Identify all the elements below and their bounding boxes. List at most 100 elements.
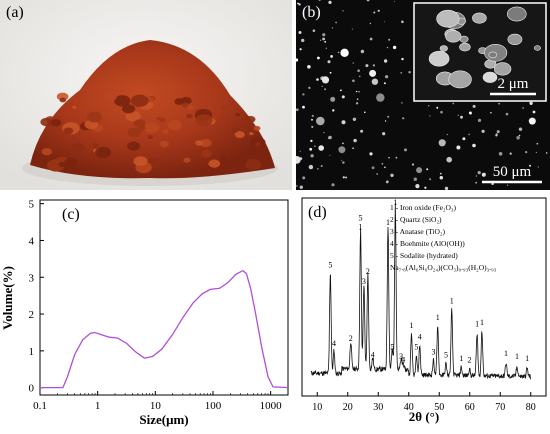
peak-label: 3 bbox=[362, 277, 366, 286]
sem-particle bbox=[314, 145, 316, 147]
sem-particle bbox=[438, 139, 446, 147]
sem-particle bbox=[456, 145, 461, 150]
xrd-line bbox=[310, 203, 532, 381]
sem-particle bbox=[353, 138, 357, 143]
sem-particle bbox=[298, 31, 302, 34]
sem-particle bbox=[468, 133, 470, 136]
panel-a-label: (a) bbox=[6, 4, 24, 21]
sem-particle bbox=[317, 168, 319, 170]
sem-particle bbox=[385, 180, 389, 184]
sem-particle bbox=[316, 116, 325, 126]
powder-chunk bbox=[174, 98, 184, 105]
x-tick-label: 70 bbox=[495, 402, 505, 413]
inset-scale-label: 2 μm bbox=[498, 76, 529, 92]
sem-particle bbox=[506, 184, 509, 186]
y-axis-label: Volume(%) bbox=[0, 266, 15, 330]
sem-inset-particle bbox=[428, 50, 450, 67]
peak-label: 5 bbox=[328, 260, 332, 269]
sem-particle bbox=[384, 166, 386, 169]
sem-particle bbox=[329, 71, 332, 74]
peak-label: 1 bbox=[525, 354, 529, 363]
x-tick-label: 100 bbox=[205, 400, 222, 412]
sem-particle bbox=[546, 152, 548, 154]
sem-particle bbox=[342, 142, 344, 145]
x-tick-label: 60 bbox=[465, 402, 475, 413]
powder-chunk bbox=[147, 135, 154, 140]
red-powder-photo bbox=[0, 0, 292, 190]
sem-particle bbox=[330, 55, 333, 58]
legend-item: 3 - Anatase (TiO₂) bbox=[390, 227, 446, 236]
sem-particle bbox=[366, 0, 370, 2]
x-tick-label: 1 bbox=[95, 400, 101, 412]
sem-particle bbox=[477, 118, 482, 122]
sem-particle bbox=[302, 105, 305, 109]
sem-inset-particle bbox=[493, 62, 512, 76]
powder-chunk bbox=[249, 132, 254, 136]
powder-chunk bbox=[181, 102, 189, 108]
sem-particle bbox=[373, 11, 376, 14]
sem-particle bbox=[371, 78, 379, 85]
plot-frame bbox=[301, 197, 547, 397]
sem-particle bbox=[331, 27, 334, 29]
sem-particle bbox=[335, 21, 337, 24]
peak-label: 3 bbox=[399, 352, 403, 361]
sem-particle bbox=[323, 132, 325, 134]
peak-label: 3 bbox=[431, 347, 435, 356]
sem-particle bbox=[415, 184, 420, 189]
sem-particles bbox=[292, 0, 548, 191]
sem-particle bbox=[395, 156, 398, 159]
sem-particle bbox=[413, 177, 417, 181]
sem-particle bbox=[369, 37, 373, 41]
powder-chunk bbox=[127, 141, 141, 151]
sem-particle bbox=[518, 134, 521, 137]
sem-particle bbox=[352, 62, 354, 64]
sem-particle bbox=[468, 111, 472, 115]
sem-particle bbox=[355, 90, 358, 93]
powder-chunk bbox=[92, 143, 99, 148]
sem-particle bbox=[529, 164, 531, 167]
legend-item: 4 - Boehmite (AlO(OH)) bbox=[390, 239, 465, 248]
sem-inset-particle bbox=[482, 71, 498, 83]
sem-particle bbox=[341, 120, 346, 125]
peak-label: 5 bbox=[444, 351, 448, 360]
sem-particle bbox=[536, 142, 539, 145]
sem-particle bbox=[401, 102, 403, 104]
sem-particle bbox=[481, 129, 485, 133]
powder-chunk bbox=[183, 157, 191, 163]
sem-particle bbox=[351, 28, 353, 30]
sem-particle bbox=[498, 102, 500, 105]
sem-inset-particle bbox=[507, 33, 523, 46]
sem-particle bbox=[525, 151, 528, 154]
sem-particle bbox=[485, 173, 486, 175]
sem-particle bbox=[475, 175, 477, 177]
size-distribution-chart: 0 1 2 3 4 5 0.1 1 10 100 1000 Size(μm) Volume(%) bbox=[0, 199, 289, 427]
powder-chunk bbox=[72, 105, 77, 109]
sem-particle bbox=[452, 102, 455, 105]
x-tick-label: 50 bbox=[434, 402, 444, 413]
sem-inset-particle bbox=[445, 30, 462, 43]
sem-particle bbox=[522, 107, 524, 109]
sem-particle bbox=[477, 171, 481, 175]
peak-label: 4 bbox=[332, 339, 336, 348]
sem-particle bbox=[356, 98, 359, 100]
sem-particle bbox=[352, 79, 355, 83]
powder-chunk bbox=[159, 140, 169, 148]
sem-particle bbox=[320, 165, 323, 167]
powder-chunk bbox=[245, 115, 256, 123]
y-tick-label: 0 bbox=[29, 383, 35, 395]
sem-particle bbox=[318, 145, 324, 151]
powder-chunk bbox=[195, 114, 213, 127]
powder-chunk bbox=[231, 127, 239, 133]
sem-inset-particle bbox=[439, 45, 448, 52]
legend-item: 2 - Quartz (SiO₂) bbox=[390, 215, 442, 224]
sem-particle bbox=[332, 109, 335, 112]
sem-particle bbox=[424, 186, 427, 189]
sem-particle bbox=[360, 129, 364, 133]
sem-particle bbox=[328, 135, 332, 140]
powder-chunk bbox=[133, 156, 148, 167]
sem-particle bbox=[429, 115, 431, 117]
powder-chunk bbox=[50, 119, 62, 127]
sem-particle bbox=[298, 3, 301, 6]
sem-particle bbox=[394, 0, 396, 2]
